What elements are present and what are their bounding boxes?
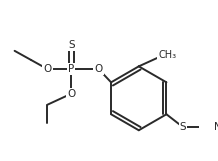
Text: P: P	[68, 64, 74, 74]
Text: O: O	[43, 64, 52, 74]
Text: N: N	[214, 122, 218, 132]
Text: O: O	[67, 89, 75, 99]
Text: S: S	[68, 40, 75, 50]
Text: S: S	[180, 122, 186, 132]
Text: CH₃: CH₃	[158, 50, 176, 60]
Text: O: O	[94, 64, 103, 74]
